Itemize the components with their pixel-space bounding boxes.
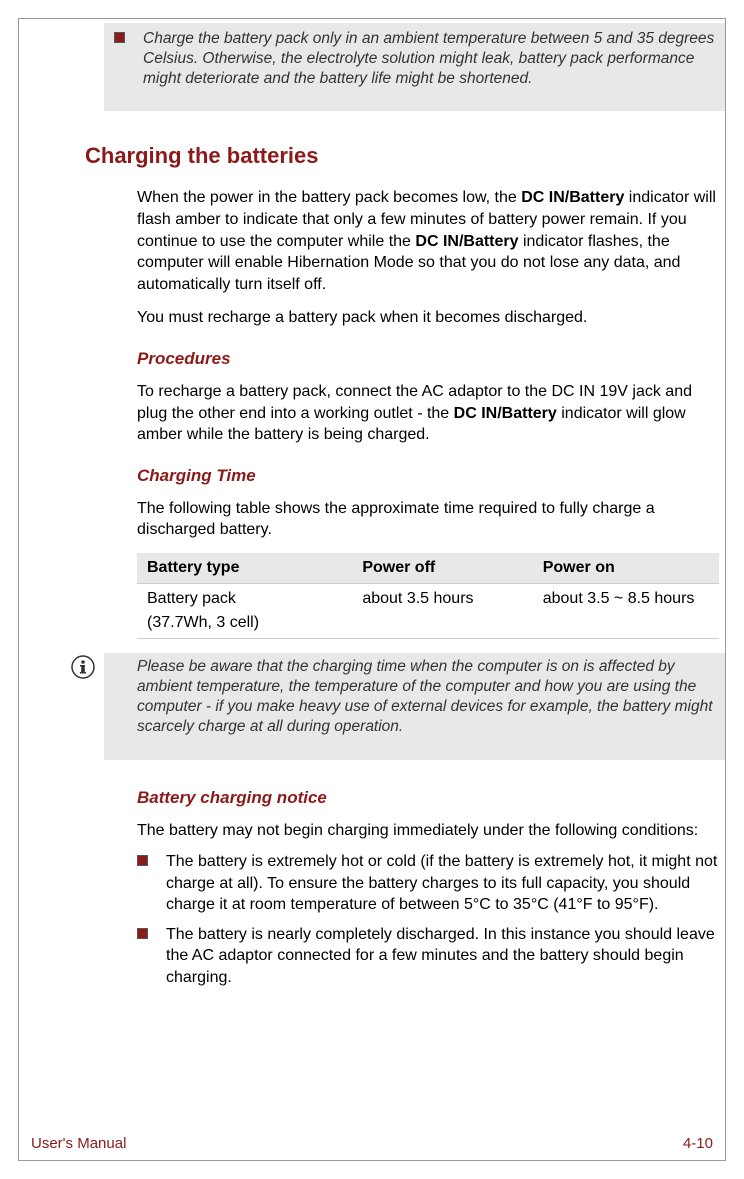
th-power-off: Power off	[352, 553, 532, 584]
charging-table-container: Battery type Power off Power on Battery …	[137, 553, 725, 639]
intro-paragraph-1: When the power in the battery pack becom…	[137, 187, 725, 295]
procedures-text: To recharge a battery pack, connect the …	[137, 381, 725, 446]
square-bullet-icon	[137, 855, 148, 866]
intro-paragraph-2: You must recharge a battery pack when it…	[137, 307, 725, 329]
charging-time-heading: Charging Time	[137, 466, 725, 486]
warning-note-text: Charge the battery pack only in an ambie…	[143, 29, 717, 89]
table-row: Battery pack (37.7Wh, 3 cell) about 3.5 …	[137, 583, 719, 638]
list-item: The battery is extremely hot or cold (if…	[137, 851, 719, 916]
th-battery-type: Battery type	[137, 553, 352, 584]
content-area: Charge the battery pack only in an ambie…	[19, 19, 725, 989]
td-power-on: about 3.5 ~ 8.5 hours	[533, 583, 719, 638]
square-bullet-icon	[137, 928, 148, 939]
info-icon	[71, 655, 95, 679]
notice-heading: Battery charging notice	[137, 788, 725, 808]
warning-note-box: Charge the battery pack only in an ambie…	[104, 23, 725, 111]
notice-bullet-list: The battery is extremely hot or cold (if…	[137, 851, 725, 989]
intro1-bold1: DC IN/Battery	[521, 189, 624, 206]
page-border: Charge the battery pack only in an ambie…	[18, 18, 726, 1161]
list-item: The battery is nearly completely dischar…	[137, 924, 719, 989]
procedures-heading: Procedures	[137, 349, 725, 369]
info-note-box: Please be aware that the charging time w…	[71, 653, 725, 760]
page-footer: User's Manual 4-10	[31, 1135, 713, 1152]
charging-table: Battery type Power off Power on Battery …	[137, 553, 719, 639]
procedures-bold: DC IN/Battery	[454, 405, 557, 422]
notice-intro: The battery may not begin charging immed…	[137, 820, 725, 842]
td-battery-type: Battery pack (37.7Wh, 3 cell)	[137, 583, 352, 638]
info-note-text: Please be aware that the charging time w…	[104, 653, 725, 760]
intro1-bold2: DC IN/Battery	[415, 233, 518, 250]
bullet-text-2: The battery is nearly completely dischar…	[166, 924, 719, 989]
note-inner: Charge the battery pack only in an ambie…	[114, 29, 717, 89]
battery-type-line1: Battery pack	[147, 590, 342, 608]
table-header-row: Battery type Power off Power on	[137, 553, 719, 584]
info-icon-column	[71, 653, 104, 760]
battery-type-line2: (37.7Wh, 3 cell)	[147, 614, 342, 632]
section-heading-charging: Charging the batteries	[85, 143, 725, 169]
bullet-text-1: The battery is extremely hot or cold (if…	[166, 851, 719, 916]
td-power-off: about 3.5 hours	[352, 583, 532, 638]
footer-left: User's Manual	[31, 1135, 126, 1152]
th-power-on: Power on	[533, 553, 719, 584]
intro1-pre: When the power in the battery pack becom…	[137, 189, 521, 206]
footer-right: 4-10	[683, 1135, 713, 1152]
square-bullet-icon	[114, 32, 125, 43]
charging-time-intro: The following table shows the approximat…	[137, 498, 725, 541]
